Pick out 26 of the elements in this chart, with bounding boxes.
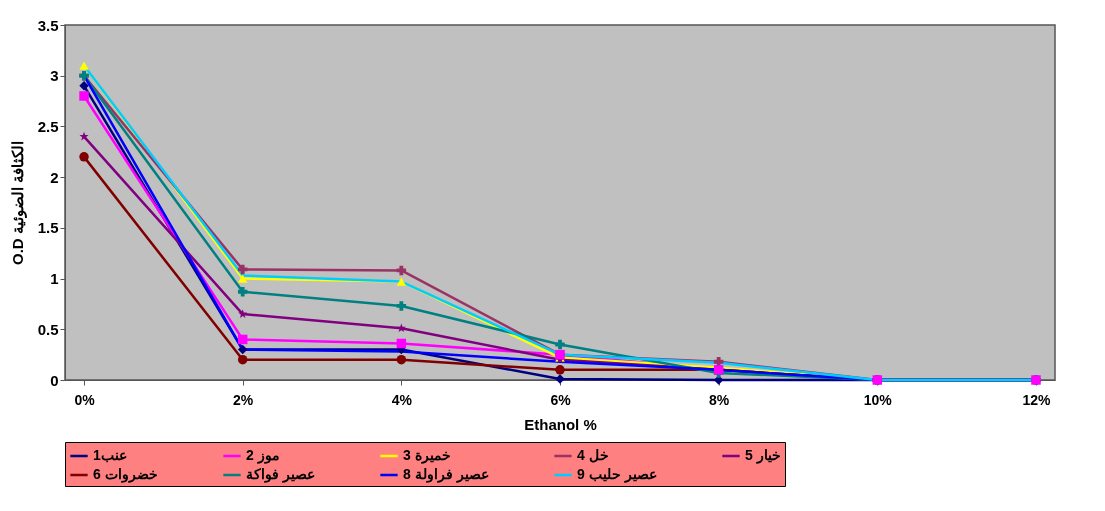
legend-label: خيار 5 [745, 447, 781, 464]
y-tick-label: 3.5 [37, 16, 59, 34]
y-tick-label: 2.5 [37, 117, 59, 135]
y-tick-label: 0 [50, 371, 59, 389]
x-tick-label: 8% [709, 391, 730, 408]
legend-label: خضروات 6 [93, 466, 158, 483]
y-tick-label: 1 [50, 270, 59, 288]
legend-label: خميرة 3 [403, 447, 451, 464]
legend-label: عصير حليب 9 [577, 466, 657, 483]
y-tick-label: 1.5 [37, 219, 59, 237]
x-axis-title: Ethanol % [524, 415, 597, 433]
legend-label: عصير فراولة 8 [403, 466, 489, 483]
x-tick-label: 0% [74, 391, 96, 408]
x-tick-label: 10% [863, 391, 893, 408]
x-tick-label: 6% [550, 391, 572, 408]
legend-label: عصير فواكة [246, 466, 315, 483]
x-tick-label: 2% [233, 391, 254, 408]
legend-label: موز 2 [246, 447, 280, 464]
legend-label: 1عنب [93, 447, 127, 463]
x-tick-label: 4% [391, 391, 413, 408]
y-tick-label: 0.5 [37, 320, 59, 338]
y-axis-title: O.D الكثافة الضوئية [8, 140, 27, 266]
y-tick-label: 2 [50, 168, 59, 186]
x-tick-label: 12% [1022, 391, 1052, 408]
y-tick-label: 3 [50, 67, 59, 85]
legend-label: خل 4 [577, 447, 609, 463]
